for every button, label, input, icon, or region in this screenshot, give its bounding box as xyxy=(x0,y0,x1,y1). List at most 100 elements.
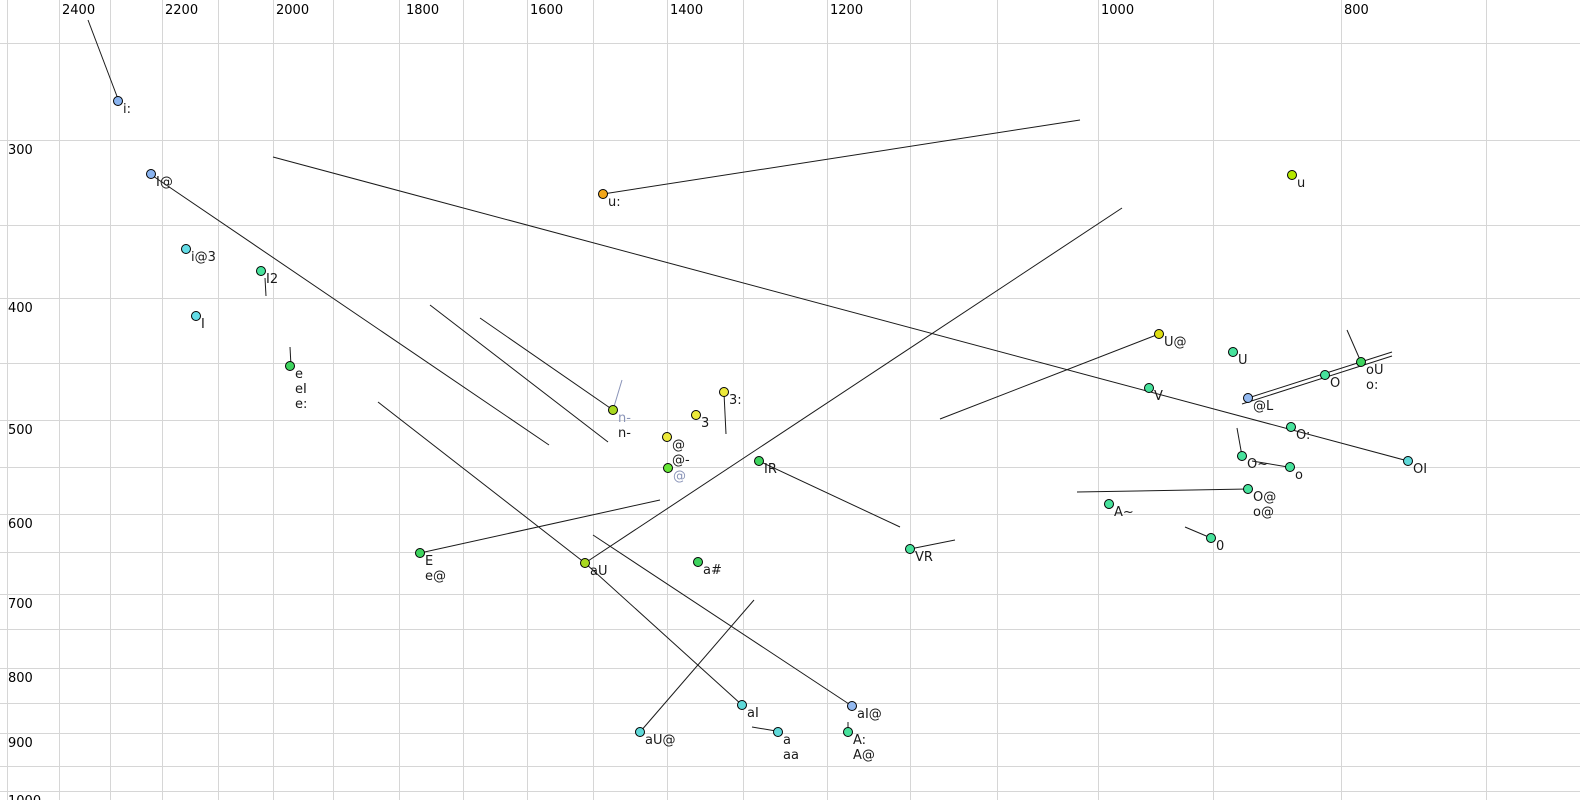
point-label-n-: n- xyxy=(618,411,631,426)
trajectory-line xyxy=(592,534,853,707)
point-label-a#: a# xyxy=(703,563,722,578)
data-point-U[interactable] xyxy=(1228,347,1238,357)
trajectory-line xyxy=(87,19,119,100)
point-label-I2: I2 xyxy=(266,272,278,287)
data-point-o[interactable] xyxy=(1285,462,1295,472)
y-axis-tick-label: 300 xyxy=(8,143,33,158)
trajectory-line xyxy=(758,460,901,528)
data-point-@-[interactable] xyxy=(662,432,672,442)
data-point-e[interactable] xyxy=(285,361,295,371)
point-label-@: @ xyxy=(673,469,686,484)
point-label-oU: o: xyxy=(1366,378,1378,393)
data-point-@[interactable] xyxy=(663,463,673,473)
data-point-V[interactable] xyxy=(1144,383,1154,393)
point-label-E: e@ xyxy=(425,569,446,584)
data-point-A~[interactable] xyxy=(1104,499,1114,509)
x-axis-tick-label: 1200 xyxy=(830,3,863,18)
data-point-a#[interactable] xyxy=(693,557,703,567)
x-axis-tick-label: 800 xyxy=(1344,3,1369,18)
point-label-aI: aI xyxy=(747,706,759,721)
point-label-O~: O~ xyxy=(1247,457,1268,472)
data-point-0[interactable] xyxy=(1206,533,1216,543)
y-axis-tick-label: 400 xyxy=(8,301,33,316)
x-axis-tick-label: 2200 xyxy=(165,3,198,18)
x-axis-tick-label: 1400 xyxy=(670,3,703,18)
point-label-VR: VR xyxy=(915,550,933,565)
data-point-I2[interactable] xyxy=(256,266,266,276)
point-label-aU@: aU@ xyxy=(645,733,675,748)
trajectory-line xyxy=(751,726,777,732)
trajectory-line xyxy=(939,333,1160,420)
data-point-U@[interactable] xyxy=(1154,329,1164,339)
point-label-3: 3 xyxy=(701,416,709,431)
data-point-a[interactable] xyxy=(773,727,783,737)
data-point-i:[interactable] xyxy=(113,96,123,106)
data-point-I[interactable] xyxy=(191,311,201,321)
trajectory-line xyxy=(264,277,267,297)
data-point-O:[interactable] xyxy=(1286,422,1296,432)
y-axis-tick-label: 500 xyxy=(8,423,33,438)
point-label-o: o xyxy=(1295,468,1303,483)
trajectory-line xyxy=(639,599,755,733)
trajectory-line xyxy=(909,539,956,550)
data-point-O@[interactable] xyxy=(1243,484,1253,494)
data-point-I@[interactable] xyxy=(146,169,156,179)
point-label-e: e: xyxy=(295,397,307,412)
y-axis-tick-label: 600 xyxy=(8,517,33,532)
data-point-IR[interactable] xyxy=(754,456,764,466)
point-label-e: e xyxy=(295,367,303,382)
trajectory-line xyxy=(152,175,550,446)
data-point-aU[interactable] xyxy=(580,558,590,568)
point-label-A:: A: xyxy=(853,733,866,748)
point-label-V: V xyxy=(1154,389,1163,404)
point-label-IR: IR xyxy=(764,462,777,477)
point-label-O: O xyxy=(1330,376,1340,391)
data-point-aI[interactable] xyxy=(737,700,747,710)
data-point-OI[interactable] xyxy=(1403,456,1413,466)
data-point-@L[interactable] xyxy=(1243,393,1253,403)
point-label-@-: @- xyxy=(672,453,690,468)
point-label-A~: A~ xyxy=(1114,505,1134,520)
trajectory-line xyxy=(584,207,1123,564)
point-label-I@: I@ xyxy=(156,175,173,190)
data-point-3:[interactable] xyxy=(719,387,729,397)
trajectory-line xyxy=(479,317,614,411)
point-label-aI@: aI@ xyxy=(857,707,882,722)
data-point-A:[interactable] xyxy=(843,727,853,737)
data-point-n-[interactable] xyxy=(608,405,618,415)
point-label-OI: OI xyxy=(1413,462,1427,477)
point-label-0: 0 xyxy=(1216,539,1224,554)
data-point-u:[interactable] xyxy=(598,189,608,199)
y-axis-tick-label: 800 xyxy=(8,671,33,686)
data-point-oU[interactable] xyxy=(1356,357,1366,367)
data-point-O[interactable] xyxy=(1320,370,1330,380)
point-label-oU: oU xyxy=(1366,363,1383,378)
data-point-VR[interactable] xyxy=(905,544,915,554)
data-point-E[interactable] xyxy=(415,548,425,558)
x-axis-tick-label: 1600 xyxy=(530,3,563,18)
point-label-u: u xyxy=(1297,176,1305,191)
point-label-aU: aU xyxy=(590,564,607,579)
data-point-3[interactable] xyxy=(691,410,701,420)
trajectory-line xyxy=(1346,329,1362,363)
data-point-i@3[interactable] xyxy=(181,244,191,254)
point-label-O@: O@ xyxy=(1253,490,1276,505)
data-point-u[interactable] xyxy=(1287,170,1297,180)
trajectory-line xyxy=(1251,460,1289,468)
x-axis-tick-label: 2000 xyxy=(276,3,309,18)
trajectory-line xyxy=(612,379,623,411)
point-label-i@3: i@3 xyxy=(191,250,216,265)
point-label-A:: A@ xyxy=(853,748,875,763)
trajectory-line xyxy=(377,401,586,564)
data-point-O~[interactable] xyxy=(1237,451,1247,461)
point-label-i:: i: xyxy=(123,102,131,117)
point-label-I: I xyxy=(201,317,205,332)
data-point-aU@[interactable] xyxy=(635,727,645,737)
point-label-3:: 3: xyxy=(729,393,742,408)
point-label-@-: @ xyxy=(672,438,685,453)
trajectory-line xyxy=(429,304,609,443)
data-point-aI@[interactable] xyxy=(847,701,857,711)
trajectory-line xyxy=(1076,488,1249,493)
y-axis-tick-label: 900 xyxy=(8,736,33,751)
